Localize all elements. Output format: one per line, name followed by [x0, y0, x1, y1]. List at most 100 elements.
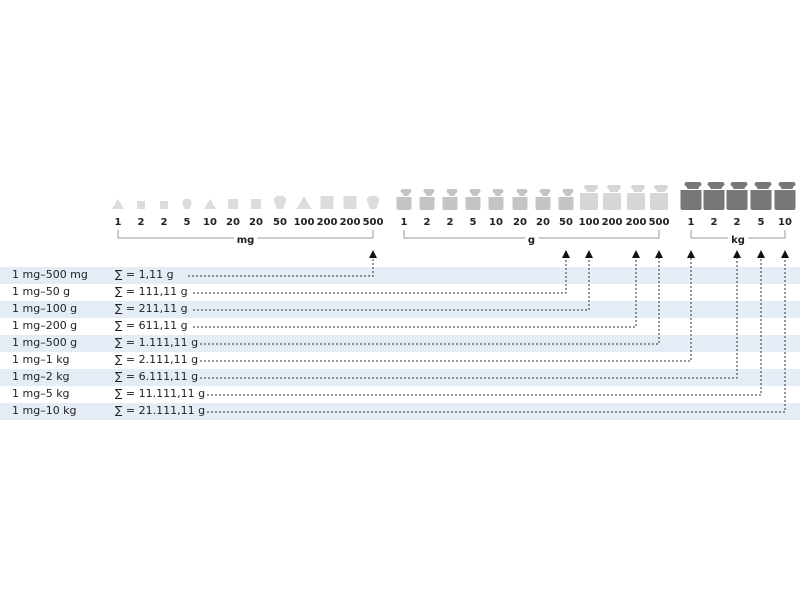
triangle-weight-icon [204, 199, 216, 209]
kilogram-weight-icon [726, 182, 748, 210]
dashed-connector [193, 258, 590, 311]
pentagon-weight-icon [273, 196, 287, 209]
weight-value-label: 500 [648, 217, 670, 228]
weight-range: 1 mg–500 mg [12, 268, 88, 281]
gram-weight-icon [535, 189, 551, 210]
weight-value-label: 5 [757, 217, 765, 228]
weight-value-label: 2 [160, 217, 168, 228]
weight-range: 1 mg–100 g [12, 302, 78, 315]
weight-range: 1 mg–1 kg [12, 353, 70, 366]
weight-sum: ∑ = 6.111,11 g [115, 370, 199, 383]
table-row: 1 mg–50 g ∑ = 111,11 g [0, 284, 800, 301]
weight-range: 1 mg–50 g [12, 285, 71, 298]
triangle-weight-icon [112, 199, 124, 209]
weight-range: 1 mg–500 g [12, 336, 78, 349]
table-row: 1 mg–1 kg ∑ = 2.111,11 g [0, 352, 800, 369]
gram-weight-icon [419, 189, 435, 210]
weight-value-label: 2 [423, 217, 431, 228]
table-row: 1 mg–500 mg ∑ = 1,11 g [0, 267, 800, 284]
weight-value-label: 100 [578, 217, 600, 228]
arrow-up-icon [562, 250, 570, 258]
square-weight-icon [160, 201, 168, 209]
weight-value-label: 10 [203, 217, 217, 228]
arrow-up-icon [585, 250, 593, 258]
gram-weight-icon [627, 185, 645, 210]
weight-value-label: 10 [778, 217, 792, 228]
pentagon-weight-icon [182, 199, 192, 209]
weight-value-label: 1 [687, 217, 695, 228]
gram-weight-icon [512, 189, 528, 210]
weight-value-label: 2 [710, 217, 718, 228]
kilogram-weight-icon [750, 182, 772, 210]
weight-range: 1 mg–2 kg [12, 370, 70, 383]
weight-value-label: 1 [114, 217, 122, 228]
gram-weight-icon [465, 189, 481, 210]
gram-weight-icon [396, 189, 412, 210]
kilogram-weight-icon [680, 182, 702, 210]
weight-value-label: 10 [489, 217, 503, 228]
weight-sum: ∑ = 21.111,11 g [115, 404, 206, 417]
square-weight-icon [343, 196, 357, 209]
weight-range: 1 mg–10 kg [12, 404, 77, 417]
dashed-connector [207, 258, 762, 396]
table-row: 1 mg–5 kg ∑ = 11.111,11 g [0, 386, 800, 403]
weight-value-label: 20 [536, 217, 550, 228]
weight-value-label: 2 [733, 217, 741, 228]
weight-value-label: 2 [137, 217, 145, 228]
weight-sum: ∑ = 11.111,11 g [115, 387, 206, 400]
table-row: 1 mg–200 g ∑ = 611,11 g [0, 318, 800, 335]
weight-range: 1 mg–5 kg [12, 387, 70, 400]
dashed-connector [207, 258, 786, 413]
arrow-up-icon [757, 250, 765, 258]
gram-weight-icon [580, 185, 598, 210]
weight-value-label: 100 [293, 217, 315, 228]
weight-value-label: 500 [362, 217, 384, 228]
dashed-connector [188, 258, 374, 277]
weight-value-label: 20 [513, 217, 527, 228]
square-weight-icon [251, 199, 261, 209]
gram-weight-icon [442, 189, 458, 210]
weight-value-label: 5 [183, 217, 191, 228]
weight-value-label: 2 [446, 217, 454, 228]
gram-weight-icon [558, 189, 574, 210]
square-weight-icon [228, 199, 238, 209]
dashed-connector [200, 258, 660, 345]
weight-value-label: 200 [339, 217, 361, 228]
unit-label: kg [728, 235, 748, 246]
weight-sum: ∑ = 611,11 g [115, 319, 188, 332]
arrow-up-icon [632, 250, 640, 258]
weight-value-label: 20 [226, 217, 240, 228]
weight-range: 1 mg–200 g [12, 319, 78, 332]
arrow-up-icon [781, 250, 789, 258]
kilogram-weight-icon [703, 182, 725, 210]
weight-value-label: 50 [559, 217, 573, 228]
dashed-connector [200, 258, 738, 379]
arrow-up-icon [687, 250, 695, 258]
dashed-connector [193, 258, 637, 328]
weight-sum: ∑ = 211,11 g [115, 302, 188, 315]
weight-sum: ∑ = 1,11 g [115, 268, 174, 281]
gram-weight-icon [488, 189, 504, 210]
weight-value-label: 50 [273, 217, 287, 228]
arrow-up-icon [369, 250, 377, 258]
weight-value-label: 200 [601, 217, 623, 228]
square-weight-icon [320, 196, 334, 209]
pentagon-weight-icon [366, 196, 380, 209]
kilogram-weight-icon [774, 182, 796, 210]
triangle-weight-icon [296, 196, 312, 209]
table-row: 1 mg–100 g ∑ = 211,11 g [0, 301, 800, 318]
weight-sum: ∑ = 1.111,11 g [115, 336, 199, 349]
weight-value-label: 200 [625, 217, 647, 228]
weight-value-label: 5 [469, 217, 477, 228]
gram-weight-icon [650, 185, 668, 210]
weight-value-label: 20 [249, 217, 263, 228]
square-weight-icon [137, 201, 145, 209]
weight-sum: ∑ = 111,11 g [115, 285, 188, 298]
gram-weight-icon [603, 185, 621, 210]
dashed-connector [193, 258, 567, 294]
unit-label: mg [233, 235, 258, 246]
arrow-up-icon [733, 250, 741, 258]
weight-sum: ∑ = 2.111,11 g [115, 353, 199, 366]
